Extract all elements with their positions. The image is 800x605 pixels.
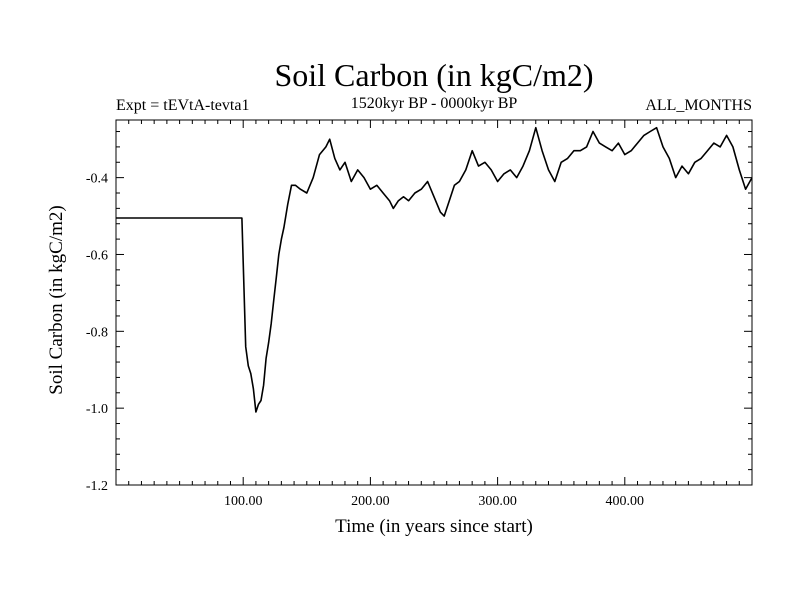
y-tick-label: -0.6 [86,248,108,263]
y-tick-label: -1.0 [86,402,108,417]
plot-frame [115,119,753,486]
series-group [116,126,753,413]
months-label: ALL_MONTHS [645,97,752,114]
x-tick-label: 200.00 [351,494,390,509]
x-axis-label: Time (in years since start) [335,516,533,537]
x-tick-label: 100.00 [224,494,263,509]
experiment-label: Expt = tEVtA-tevta1 [116,97,249,114]
x-tick-label: 300.00 [478,494,517,509]
y-tick-label: -0.4 [86,172,108,187]
axes-group: 100.00 200.00 300.00 400.00 -1.2 -1.0 -0.8 -0.6… [86,119,753,509]
y-tick-label: -1.2 [86,479,108,494]
y-axis-label: Soil Carbon (in kgC/m2) [46,205,67,394]
time-range-label: 1520kyr BP - 0000kyr BP [351,95,518,112]
series-line [116,126,753,413]
chart-title: Soil Carbon (in kgC/m2) [274,57,593,93]
y-tick-label: -0.8 [86,325,108,340]
x-tick-label: 400.00 [606,494,645,509]
